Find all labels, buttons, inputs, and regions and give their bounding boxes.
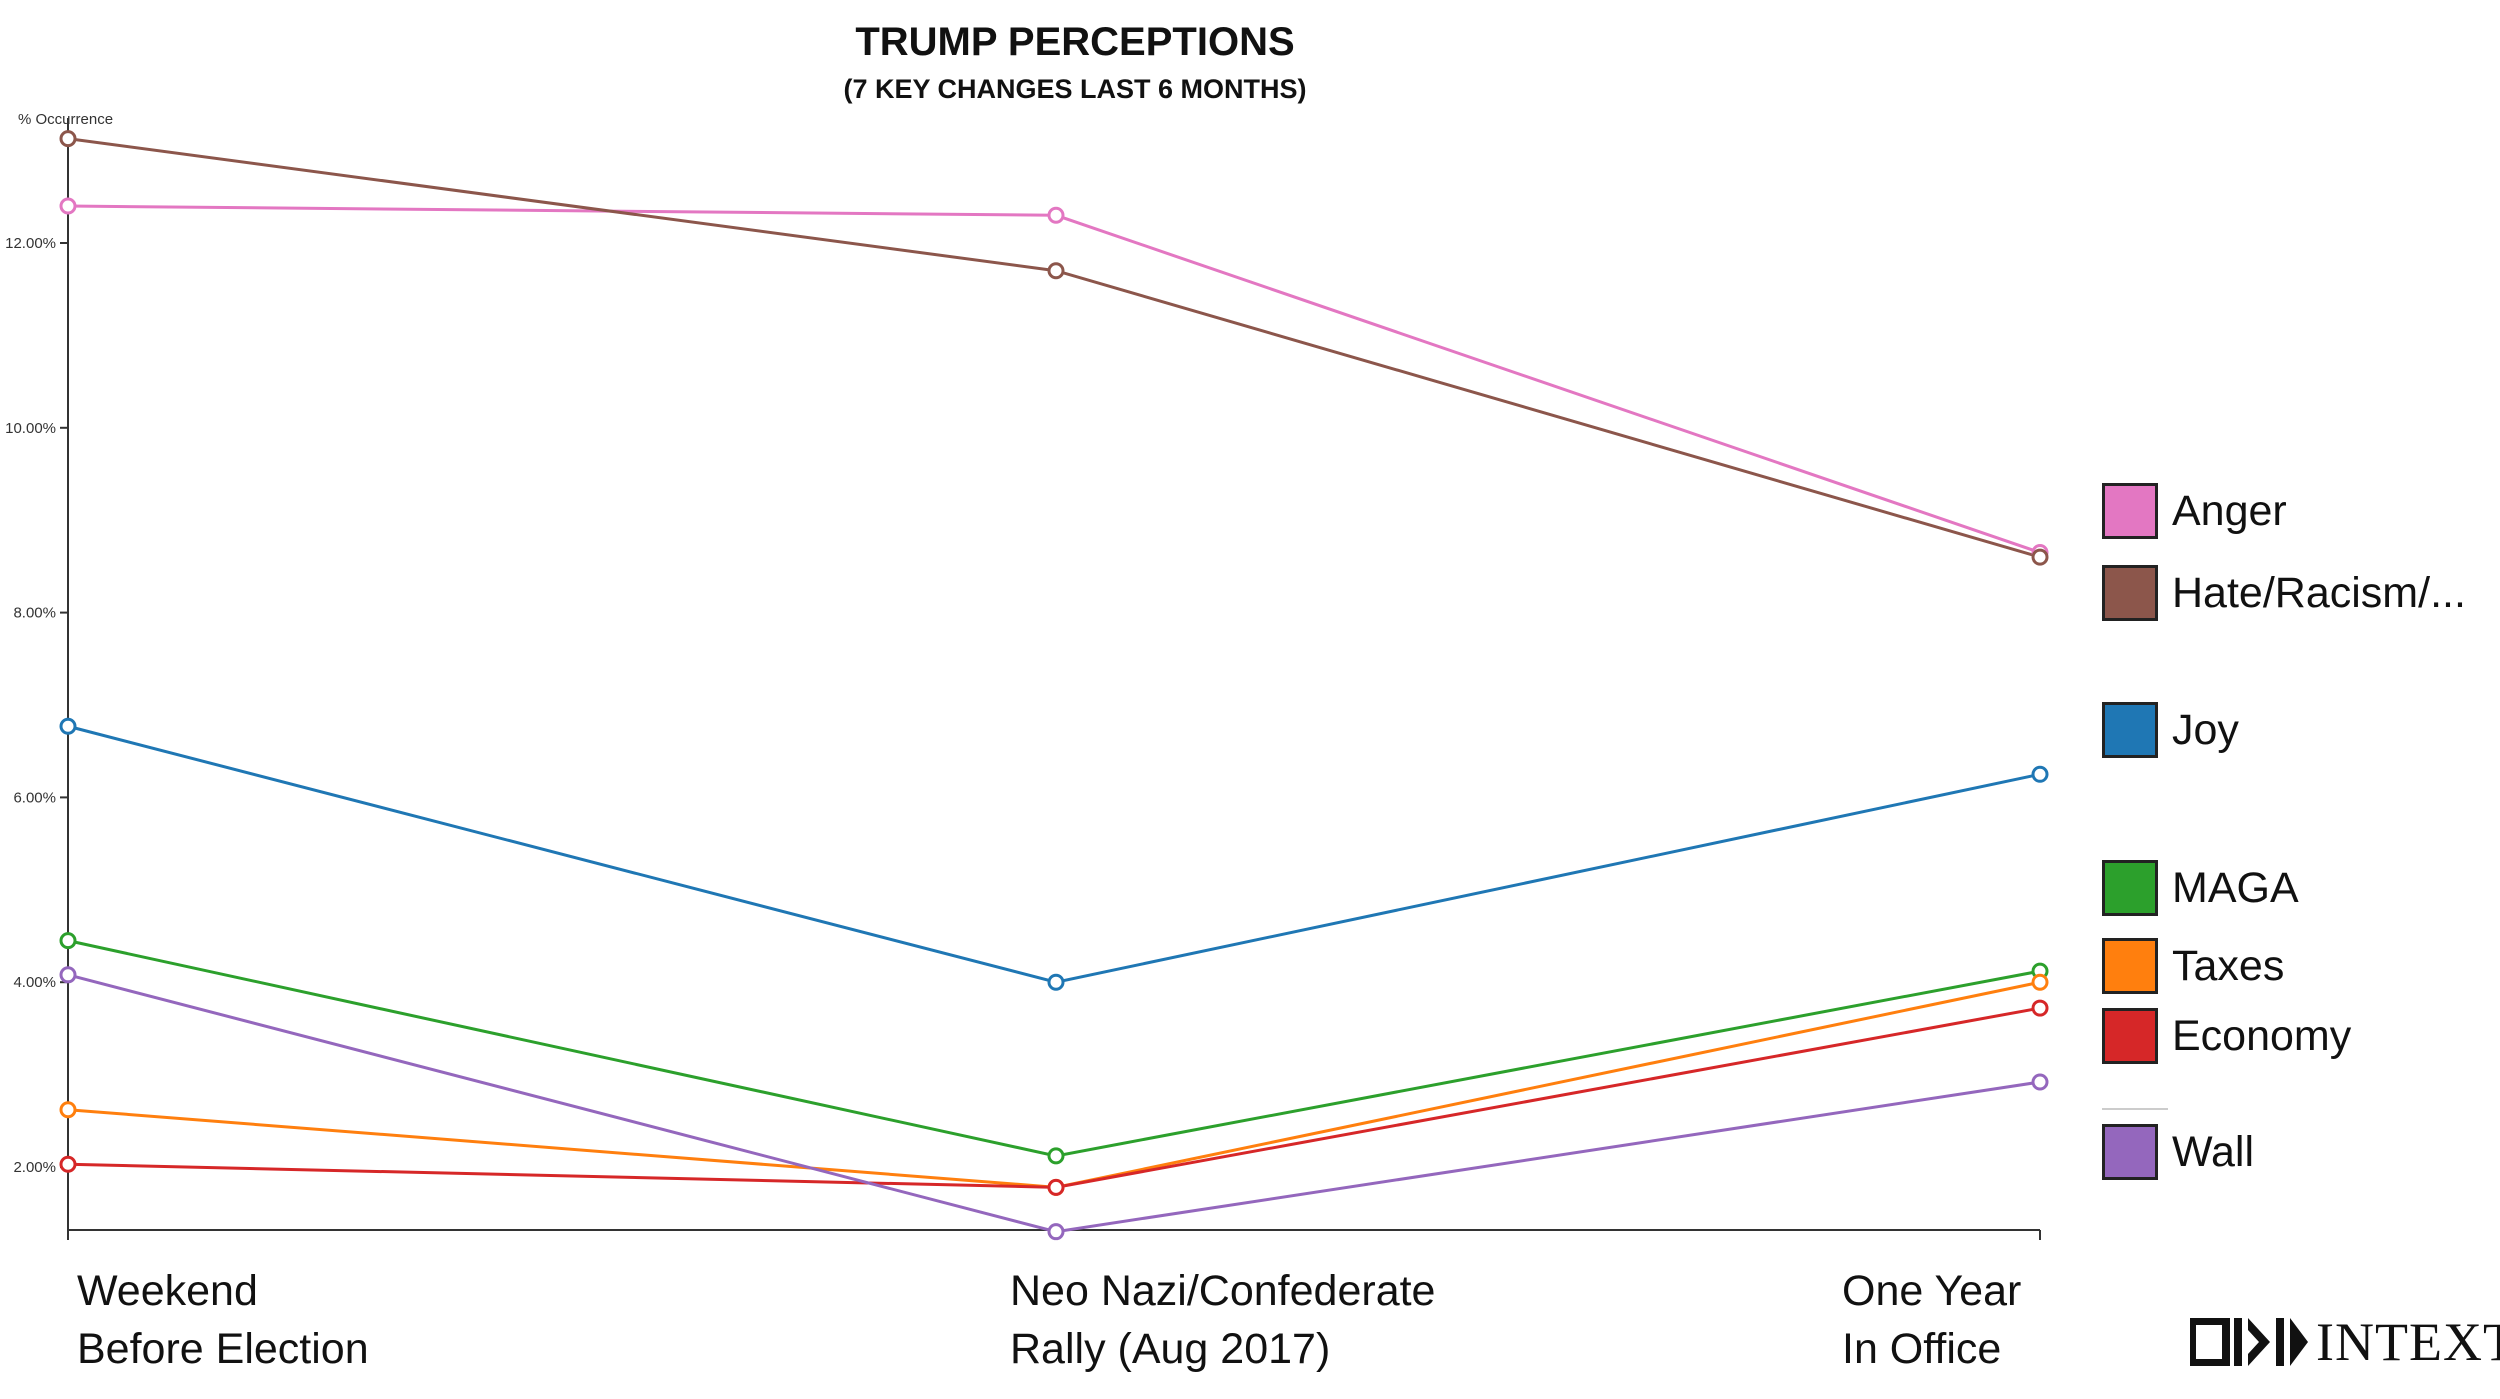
legend-label: Wall — [2172, 1127, 2255, 1176]
data-point — [1047, 206, 1065, 224]
data-point — [2031, 548, 2049, 566]
chart-title: TRUMP PERCEPTIONS — [855, 20, 1295, 64]
x-category-label: One Year In Office — [1842, 1262, 2021, 1378]
y-axis-label: % Occurrence — [18, 111, 113, 128]
data-point — [59, 966, 77, 984]
legend-item-taxes[interactable]: Taxes — [2102, 936, 2284, 996]
x-category-label: Weekend Before Election — [77, 1262, 369, 1378]
y-tick-label: 8.00% — [13, 605, 56, 622]
legend-item-maga[interactable]: MAGA — [2102, 858, 2299, 918]
series-line-anger — [67, 204, 2041, 554]
legend-label: Economy — [2172, 1011, 2352, 1060]
y-tick-label: 6.00% — [13, 789, 56, 806]
legend-label: MAGA — [2172, 863, 2299, 912]
data-point — [2031, 999, 2049, 1017]
legend-swatch — [2102, 860, 2158, 916]
series-line-joy — [67, 724, 2041, 984]
legend-item-hate-racism[interactable]: Hate/Racism/... — [2102, 563, 2466, 623]
x-category-line1: One Year — [1842, 1267, 2022, 1315]
legend-swatch — [2102, 1008, 2158, 1064]
data-point — [59, 932, 77, 950]
chart-subtitle: (7 KEY CHANGES LAST 6 MONTHS) — [843, 74, 1307, 104]
data-point — [59, 130, 77, 148]
legend-swatch — [2102, 702, 2158, 758]
y-tick-label: 10.00% — [5, 420, 56, 437]
data-point — [1047, 973, 1065, 991]
data-point — [59, 1155, 77, 1173]
x-category-line2: In Office — [1842, 1325, 2002, 1373]
x-category-line1: Neo Nazi/Confederate — [1010, 1267, 1436, 1315]
legend-item-wall[interactable]: Wall — [2102, 1122, 2254, 1182]
series-line-maga — [67, 939, 2041, 1158]
legend-swatch — [2102, 1124, 2158, 1180]
legend-item-anger[interactable]: Anger — [2102, 481, 2287, 541]
legend-label: Taxes — [2172, 941, 2285, 990]
legend-label: Joy — [2172, 705, 2239, 754]
logo-mark-icon — [2190, 1318, 2308, 1366]
data-point — [59, 1101, 77, 1119]
data-point — [2031, 765, 2049, 783]
data-point — [1047, 1147, 1065, 1165]
data-point — [1047, 1178, 1065, 1196]
logo-text: INTEXT — [2316, 1312, 2500, 1372]
x-category-label: Neo Nazi/Confederate Rally (Aug 2017) — [1010, 1262, 1435, 1378]
x-category-line2: Before Election — [77, 1325, 369, 1373]
legend-swatch — [2102, 483, 2158, 539]
legend-label: Hate/Racism/... — [2172, 568, 2466, 617]
legend-item-joy[interactable]: Joy — [2102, 700, 2239, 760]
y-tick-label: 4.00% — [13, 974, 56, 991]
opentext-logo: INTEXT — [2190, 1312, 2500, 1372]
y-tick-label: 12.00% — [5, 235, 56, 252]
data-point — [1047, 1223, 1065, 1241]
legend-swatch — [2102, 565, 2158, 621]
legend-label: Anger — [2172, 486, 2287, 535]
data-point — [1047, 262, 1065, 280]
data-point — [59, 197, 77, 215]
data-point — [2031, 973, 2049, 991]
series-line-hate-racism- — [67, 137, 2041, 559]
legend-swatch — [2102, 938, 2158, 994]
legend-divider — [2102, 1108, 2168, 1110]
data-point — [59, 717, 77, 735]
data-point — [2031, 1073, 2049, 1091]
y-tick-label: 2.00% — [13, 1159, 56, 1176]
x-category-line2: Rally (Aug 2017) — [1010, 1325, 1331, 1373]
x-category-line1: Weekend — [77, 1267, 258, 1315]
legend-item-economy[interactable]: Economy — [2102, 1006, 2351, 1066]
